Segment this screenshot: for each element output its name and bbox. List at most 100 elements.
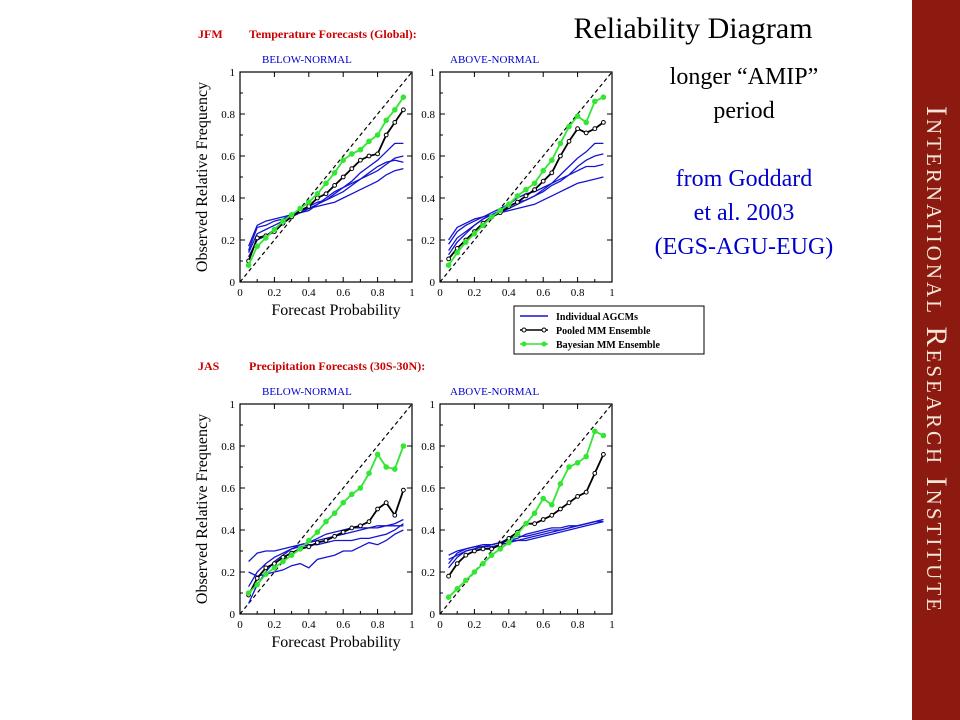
pooled-point	[349, 525, 355, 531]
bayesian-series-1	[445, 428, 607, 601]
pooled-point	[506, 536, 512, 541]
x-tick-label: 0.6	[536, 287, 550, 299]
bayesian-point	[392, 107, 398, 113]
y-tick-label: 0.4	[221, 193, 235, 205]
bayesian-point	[383, 117, 389, 124]
bayesian-point	[331, 510, 338, 517]
pooled-point	[254, 575, 260, 581]
pooled-point	[375, 506, 381, 512]
pooled-point	[472, 548, 477, 554]
pooled-point	[323, 191, 329, 197]
pooled-point	[375, 151, 381, 157]
bayesian-point	[583, 453, 590, 460]
y-tick-label: 0.6	[221, 483, 235, 495]
bayesian-point	[306, 199, 312, 205]
bayesian-point	[592, 428, 598, 435]
bayesian-point	[574, 460, 581, 466]
bayesian-point	[454, 586, 461, 592]
chart-panel-3: JAS Precipitation Forecasts (30S-30N): BEL…	[194, 359, 425, 651]
x-tick-label: 0.4	[502, 287, 516, 299]
bayesian-point	[540, 495, 547, 502]
bayesian-point	[531, 510, 538, 517]
bayesian-point	[288, 552, 295, 559]
y-tick-label: 1	[430, 67, 436, 79]
pooled-point	[254, 235, 260, 241]
pooled-point	[306, 204, 312, 209]
bayesian-point	[357, 485, 364, 491]
bayesian-point	[340, 499, 346, 506]
bayesian-point	[523, 186, 529, 193]
x-tick-label: 0.6	[336, 619, 350, 631]
bayesian-point	[523, 520, 529, 527]
x-axis-label: Forecast Probability	[271, 302, 400, 319]
pooled-point	[332, 533, 338, 539]
bayesian-point	[306, 537, 312, 544]
bayesian-point	[454, 249, 461, 256]
bayesian-point	[480, 222, 486, 229]
pooled-point	[540, 178, 546, 184]
panel-title: BELOW-NORMAL	[262, 54, 352, 66]
individual-series-2	[248, 155, 404, 253]
legend-marker	[521, 341, 527, 347]
bayesian-point	[549, 157, 555, 163]
y-tick-label: 1	[430, 399, 436, 411]
bayesian-point	[583, 119, 590, 126]
individual-line	[248, 523, 404, 588]
bayesian-point	[323, 180, 329, 187]
bayesian-point	[600, 94, 607, 100]
pooled-point	[358, 523, 363, 529]
individual-series-2	[448, 520, 604, 569]
season-label: JAS	[198, 359, 220, 373]
bayesian-point	[245, 590, 252, 596]
bayesian-point	[297, 546, 303, 552]
bayesian-point	[263, 235, 269, 241]
individual-series-3	[448, 176, 604, 256]
panel-title: ABOVE-NORMAL	[450, 54, 540, 66]
bayesian-point	[557, 481, 564, 487]
individual-line	[248, 155, 404, 253]
y-axis-label: Observed Relative Frequency	[194, 414, 211, 604]
pooled-point	[601, 120, 606, 125]
perfect-reliability-line	[439, 71, 613, 283]
bayesian-point	[488, 552, 495, 559]
pooled-point	[263, 565, 269, 571]
pooled-point	[383, 132, 389, 138]
bayesian-point	[263, 571, 269, 577]
bayesian-point	[280, 218, 286, 224]
x-tick-label: 0	[437, 287, 443, 299]
pooled-point	[340, 529, 346, 535]
bayesian-point	[506, 201, 512, 208]
bayesian-point	[445, 262, 452, 268]
pooled-point	[592, 126, 598, 132]
pooled-point	[583, 489, 589, 495]
bayesian-point	[574, 113, 581, 119]
bayesian-point	[383, 464, 389, 470]
legend-marker	[541, 327, 547, 333]
x-tick-label: 0.2	[268, 619, 282, 631]
pooled-point	[272, 561, 277, 566]
bayesian-series-1	[245, 443, 407, 596]
bayesian-point	[271, 565, 278, 571]
slide-title: Reliability Diagram	[573, 12, 813, 45]
bayesian-point	[463, 577, 469, 584]
panel-title: ABOVE-NORMAL	[450, 386, 540, 398]
bayesian-point	[531, 180, 538, 187]
pooled-point	[340, 174, 346, 180]
legend-label-individual: Individual AGCMs	[556, 312, 638, 323]
bayesian-point	[245, 262, 252, 268]
pooled-point	[583, 130, 589, 136]
pooled-point	[383, 500, 389, 506]
chart-panel-4: ABOVE-NORMAL 00 0.2 0.2 0.4 0.4 0.6 0.6 0.8 0.8 1 1	[421, 386, 615, 631]
bayesian-point	[280, 558, 286, 565]
bayesian-point	[488, 214, 495, 220]
bayesian-point	[566, 464, 572, 470]
pooled-point	[401, 107, 406, 113]
pooled-point	[532, 521, 538, 527]
x-tick-label: 0.4	[302, 287, 316, 299]
x-tick-label: 1	[609, 619, 615, 631]
pooled-point	[515, 199, 520, 205]
pooled-point	[392, 512, 398, 518]
perfect-reliability-line	[239, 71, 413, 283]
pooled-point	[575, 126, 581, 132]
legend-label-pooled: Pooled MM Ensemble	[556, 326, 651, 337]
